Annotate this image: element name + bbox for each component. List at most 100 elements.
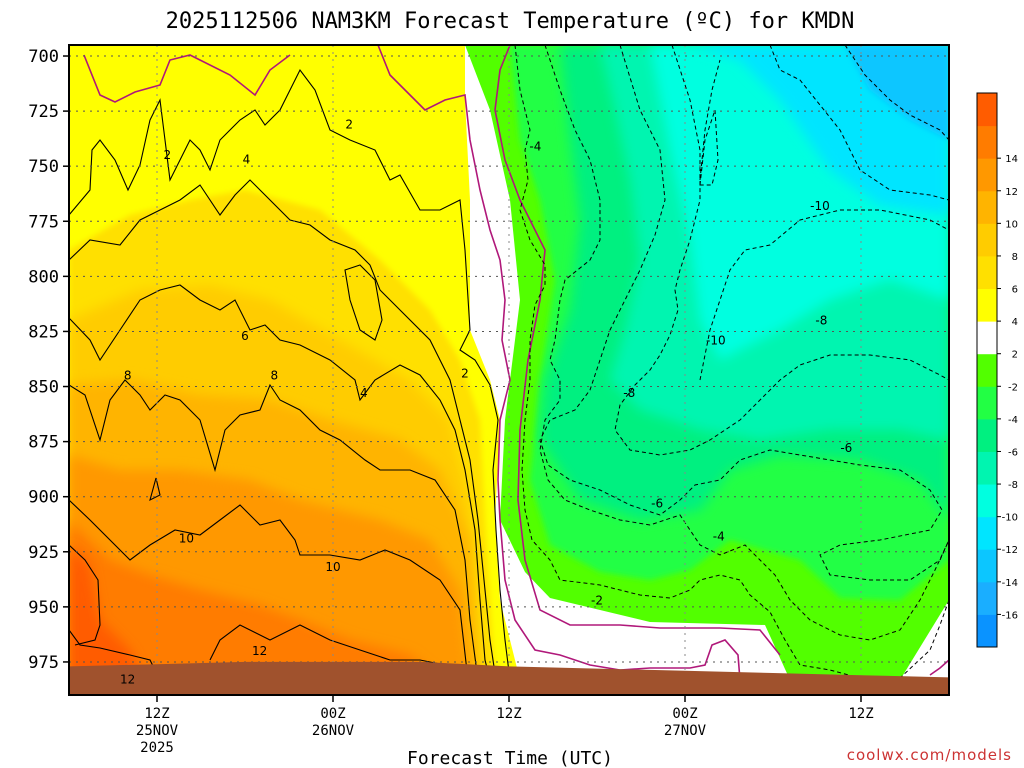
contour-14 bbox=[69, 544, 101, 646]
contour-label-12: -2 bbox=[591, 593, 603, 607]
colorbar-swatch-0 bbox=[977, 614, 997, 648]
colorbar-label--16: -16 bbox=[1002, 610, 1018, 621]
contour-label-20: -10 bbox=[810, 199, 830, 213]
x-tick-label-18-1: 26NOV bbox=[312, 723, 355, 739]
y-tick-label-900: 900 bbox=[28, 488, 59, 508]
contour-2 bbox=[69, 68, 511, 681]
y-tick-label-950: 950 bbox=[28, 598, 59, 618]
warm-region-12 bbox=[69, 520, 440, 680]
colorbar-label-14: 14 bbox=[1005, 154, 1018, 165]
warm-contour-lines bbox=[69, 68, 511, 681]
colorbar-label-2: 2 bbox=[1012, 350, 1018, 361]
colorbar-swatch-6 bbox=[977, 418, 997, 452]
zero-isotherm-right bbox=[929, 659, 949, 676]
zero-isotherm-main bbox=[377, 45, 741, 681]
terrain-surface bbox=[69, 661, 949, 695]
contour-label-13: -4 bbox=[529, 139, 541, 153]
temperature-field bbox=[69, 45, 949, 695]
contour-label-5: 6 bbox=[241, 329, 249, 343]
contour-label-17: -8 bbox=[623, 386, 635, 400]
contour-label-4: 4 bbox=[360, 386, 368, 400]
contour-6 bbox=[69, 284, 491, 681]
colorbar: -16 -14 -12 -10 -8 -6 -4 -2 2 4 6 8 10 12 14 bbox=[976, 92, 1018, 648]
colorbar-swatch-7 bbox=[977, 386, 997, 420]
contour-8 bbox=[69, 379, 479, 681]
colorbar-frame bbox=[976, 92, 998, 648]
contour-label-6: 8 bbox=[124, 369, 132, 383]
colorbar-label--10: -10 bbox=[1002, 513, 1018, 524]
y-tick-label-725: 725 bbox=[28, 102, 59, 122]
contour-label-2: 2 bbox=[461, 366, 469, 380]
contour-label-10: 12 bbox=[120, 673, 135, 687]
y-tick-label-975: 975 bbox=[28, 653, 59, 673]
contour-4 bbox=[69, 179, 497, 681]
contour-label-7: 8 bbox=[271, 369, 279, 383]
colorbar-swatch-10 bbox=[977, 288, 997, 322]
y-tick-label-800: 800 bbox=[28, 267, 59, 287]
x-tick-label-6-1: 25NOV bbox=[136, 723, 179, 739]
contour-label-18: -8 bbox=[815, 313, 827, 327]
contour-12 bbox=[69, 624, 461, 681]
contour-label-8: 10 bbox=[179, 532, 194, 546]
colorbar-swatch-1 bbox=[977, 581, 997, 615]
contour-label-3: 4 bbox=[243, 153, 251, 167]
y-tick-label-700: 700 bbox=[28, 47, 59, 67]
x-tick-label-30-0: 12Z bbox=[496, 706, 521, 722]
colorbar-label-8: 8 bbox=[1012, 252, 1018, 263]
contour-10 bbox=[69, 499, 469, 681]
y-tick-label-875: 875 bbox=[28, 433, 59, 453]
x-tick-label-18-0: 00Z bbox=[320, 706, 345, 722]
contour-label-19: -10 bbox=[706, 333, 726, 347]
colorbar-label--8: -8 bbox=[1008, 480, 1018, 491]
colorbar-swatch-15 bbox=[977, 125, 997, 159]
contour-4b bbox=[344, 264, 383, 341]
y-tick-label-775: 775 bbox=[28, 212, 59, 232]
x-tick-label-42-1: 27NOV bbox=[664, 723, 707, 739]
colorbar-label-4: 4 bbox=[1012, 317, 1018, 328]
contour-minus6 bbox=[539, 45, 949, 581]
contour-label-16: -6 bbox=[840, 441, 852, 455]
colorbar-label--4: -4 bbox=[1008, 415, 1018, 426]
contour-minus14 bbox=[844, 45, 949, 141]
zero-isotherm-warm bbox=[83, 54, 291, 103]
zero-isotherm-cold bbox=[494, 45, 781, 656]
x-tick-label-42-0: 00Z bbox=[672, 706, 697, 722]
colorbar-label-12: 12 bbox=[1005, 187, 1018, 198]
x-tick-label-6-2: 2025 bbox=[140, 740, 174, 756]
colorbar-swatch-5 bbox=[977, 451, 997, 485]
colorbar-label-6: 6 bbox=[1012, 285, 1018, 296]
colorbar-label--6: -6 bbox=[1008, 447, 1018, 458]
contour-label-9: 10 bbox=[325, 560, 340, 574]
x-tick-label-54-0: 12Z bbox=[848, 706, 873, 722]
colorbar-swatch-4 bbox=[977, 484, 997, 518]
colorbar-label-10: 10 bbox=[1005, 219, 1018, 230]
cold-region-minus14 bbox=[845, 45, 949, 140]
x-tick-label-6-0: 12Z bbox=[144, 706, 169, 722]
contour-label-15: -6 bbox=[651, 496, 663, 510]
contour-label-0: 2 bbox=[163, 148, 171, 162]
contour-label-11: 12 bbox=[252, 644, 267, 658]
contour-labels: 2 2 2 4 4 6 8 8 10 10 12 12 -2 -4 -4 -6 -6 -8 -8 -10 -10 bbox=[120, 117, 852, 686]
colorbar-swatch-3 bbox=[977, 516, 997, 550]
y-axis: 700 725 750 775 800 825 850 875 900 925 950 975 bbox=[28, 47, 69, 673]
colorbar-swatch-9 bbox=[977, 321, 997, 355]
y-tick-label-925: 925 bbox=[28, 543, 59, 563]
colorbar-swatch-16 bbox=[977, 93, 997, 127]
contour-minus2 bbox=[514, 45, 949, 679]
chart-title: 2025112506 NAM3KM Forecast Temperature (… bbox=[166, 9, 855, 34]
colorbar-swatch-2 bbox=[977, 549, 997, 583]
colorbar-label--14: -14 bbox=[1002, 578, 1018, 589]
contour-label-1: 2 bbox=[345, 117, 353, 131]
x-axis-label: Forecast Time (UTC) bbox=[407, 748, 613, 768]
colorbar-swatch-8 bbox=[977, 353, 997, 387]
y-tick-label-825: 825 bbox=[28, 322, 59, 342]
contour-minus8 bbox=[614, 45, 949, 456]
contour-minus10b bbox=[699, 109, 719, 186]
colorbar-label--12: -12 bbox=[1002, 545, 1018, 556]
colorbar-swatch-11 bbox=[977, 255, 997, 290]
contour-label-14: -4 bbox=[713, 529, 725, 543]
colorbar-swatch-13 bbox=[977, 190, 997, 224]
watermark: coolwx.com/models bbox=[847, 746, 1012, 764]
y-tick-label-850: 850 bbox=[28, 378, 59, 398]
